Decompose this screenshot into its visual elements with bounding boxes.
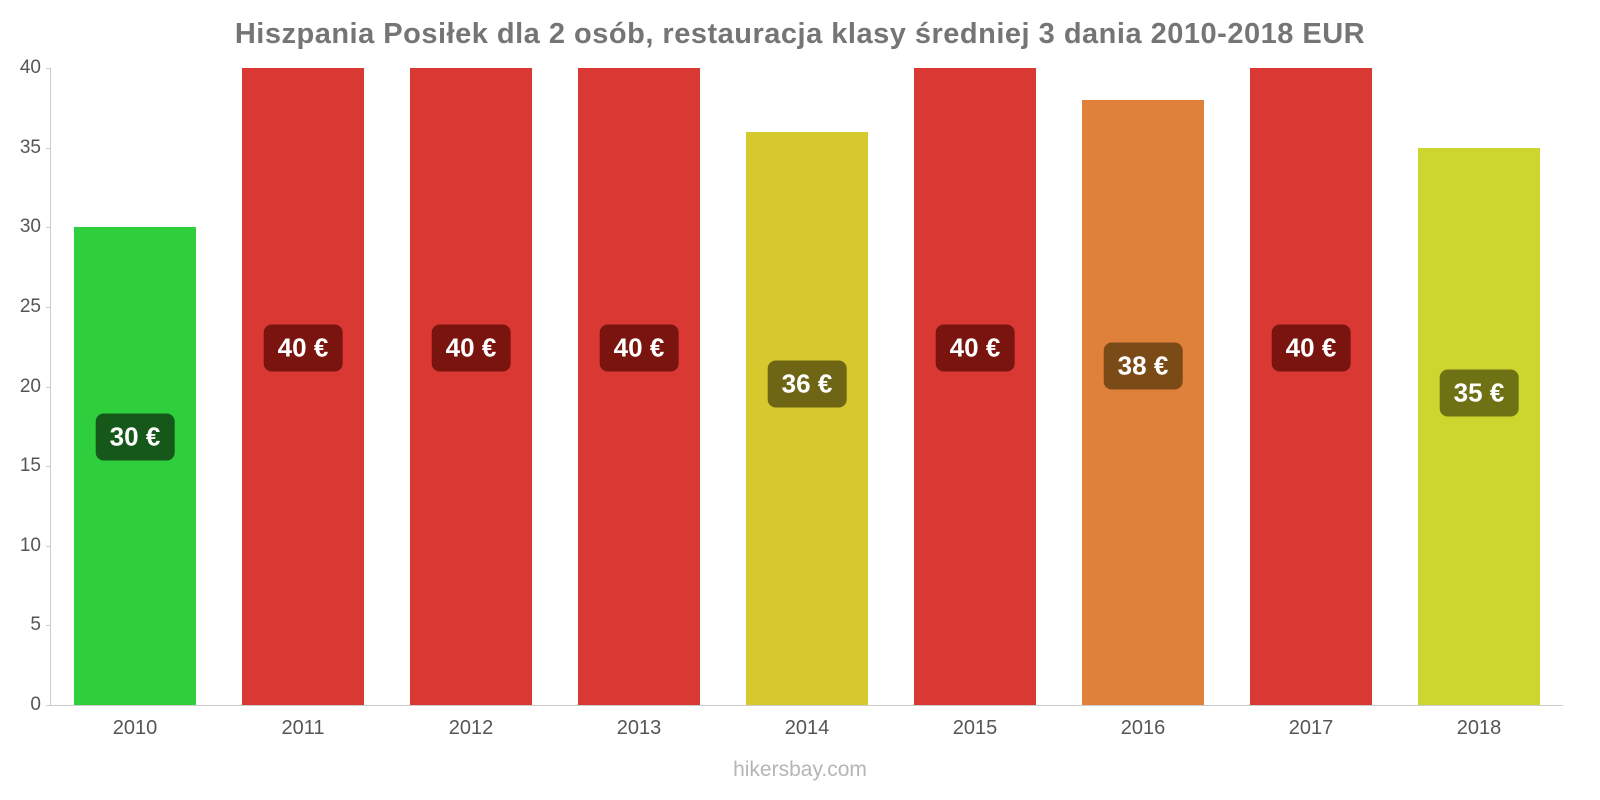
bar-2015[interactable]: 40 € [913,68,1037,705]
y-axis-tick-label: 15 [19,455,41,477]
y-axis-tick-mark [46,68,51,69]
bar-value-label-2018: 35 € [1439,369,1519,417]
bar-2012[interactable]: 40 € [409,68,533,705]
x-axis-tick-label-2017: 2017 [1288,717,1334,739]
bar-value-label-2014: 36 € [767,360,847,408]
bar-2014[interactable]: 36 € [745,131,869,705]
x-axis-tick-label-2014: 2014 [784,717,830,739]
bar-value-label-2016: 38 € [1103,342,1183,390]
bar-value-label-2010: 30 € [95,413,175,461]
x-axis-tick-label-2010: 2010 [112,717,158,739]
y-axis-tick-label: 25 [19,295,41,317]
bar-value-label-2015: 40 € [935,324,1015,372]
x-axis-tick-label-2013: 2013 [616,717,662,739]
bar-value-label-2012: 40 € [431,324,511,372]
bar-value-label-2017: 40 € [1271,324,1351,372]
y-axis-tick-mark [46,227,51,229]
y-axis-tick-mark [46,306,51,308]
y-axis-tick-label: 35 [19,136,41,158]
bar-value-label-2013: 40 € [599,324,679,372]
y-axis-tick-mark [46,705,51,706]
chart-title: Hiszpania Posiłek dla 2 osób, restauracj… [234,18,1366,50]
y-axis-tick-mark [46,545,51,547]
plot-area: 0 5 10 15 20 25 30 35 40 30 € 2010 40 € 2011 40 € 2012… [20,57,1563,739]
bar-2011[interactable]: 40 € [241,68,365,705]
x-axis-tick-label-2011: 2011 [281,717,325,739]
x-axis-tick-label-2015: 2015 [952,717,998,739]
bar-2017[interactable]: 40 € [1249,68,1373,705]
bar-value-label-2011: 40 € [263,324,343,372]
y-axis-tick-label: 0 [30,694,41,715]
y-axis-tick-label: 5 [30,614,41,636]
x-axis-tick-label-2018: 2018 [1456,717,1502,739]
bar-2010[interactable]: 30 € [73,227,197,705]
y-axis-tick-mark [46,147,51,149]
x-axis-tick-label-2016: 2016 [1120,717,1166,739]
x-axis-tick-label-2012: 2012 [448,717,494,739]
y-axis-tick-label: 40 [19,57,41,78]
y-axis-tick-label: 30 [19,216,41,238]
y-axis-tick-mark [46,466,51,468]
y-axis-tick-mark [46,386,51,388]
y-axis-tick-label: 20 [19,375,41,397]
y-axis-tick-label: 10 [19,534,41,556]
bar-2016[interactable]: 38 € [1081,99,1205,705]
y-axis-tick-mark [46,625,51,627]
bar-2018[interactable]: 35 € [1417,147,1541,705]
bar-2013[interactable]: 40 € [577,68,701,705]
footer-watermark: hikersbay.com [733,758,867,781]
